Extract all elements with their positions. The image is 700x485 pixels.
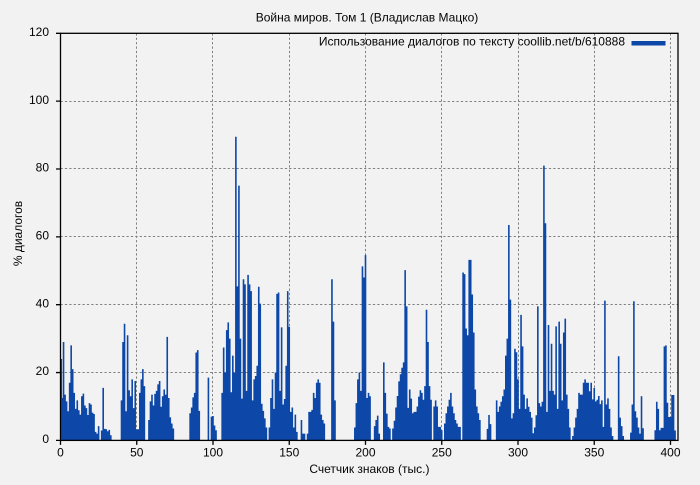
svg-text:80: 80 [36, 161, 50, 175]
svg-text:Счетчик знаков (тыс.): Счетчик знаков (тыс.) [309, 462, 429, 476]
svg-text:400: 400 [660, 446, 680, 460]
svg-text:350: 350 [584, 446, 604, 460]
svg-text:Использование диалогов по текс: Использование диалогов по тексту coollib… [319, 35, 625, 49]
svg-text:100: 100 [29, 93, 49, 107]
svg-text:120: 120 [29, 25, 49, 39]
svg-text:250: 250 [432, 446, 452, 460]
svg-text:0: 0 [42, 432, 49, 446]
svg-text:0: 0 [57, 446, 64, 460]
svg-text:Война миров. Том 1 (Владислав: Война миров. Том 1 (Владислав Мацко) [256, 11, 479, 25]
svg-text:300: 300 [508, 446, 528, 460]
svg-text:20: 20 [36, 364, 50, 378]
svg-text:200: 200 [355, 446, 375, 460]
svg-text:% диалогов: % диалогов [11, 201, 25, 266]
svg-text:40: 40 [36, 296, 50, 310]
svg-text:100: 100 [203, 446, 223, 460]
svg-text:50: 50 [130, 446, 144, 460]
svg-text:60: 60 [36, 228, 50, 242]
svg-text:150: 150 [279, 446, 299, 460]
